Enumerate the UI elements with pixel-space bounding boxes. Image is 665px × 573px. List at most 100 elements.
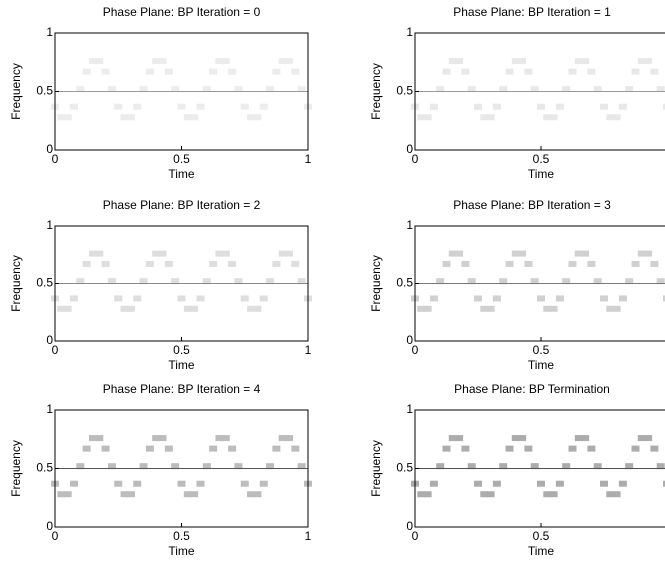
x-axis-label: Time [528,544,555,558]
panel: 0 0.5 1 0 0.5 Phase Plane: BP Iteration = 3 Ti… [369,198,665,372]
phase-tile [291,68,300,75]
phase-tile [215,435,224,442]
phase-tile [171,86,180,93]
phase-tile [183,491,192,498]
phase-tile [618,103,627,110]
phase-tile [568,68,577,75]
phase-tile [69,295,78,302]
phase-tile [196,103,205,110]
phase-tile [240,295,249,302]
phase-tile [499,463,508,470]
phase-tile [259,480,268,487]
phase-tile [209,260,218,267]
x-tick-label: 1 [305,152,312,166]
phase-tile [480,305,489,312]
phase-tile [568,260,577,267]
phase-tile [221,58,230,65]
phase-tile [234,463,243,470]
phase-tile [152,58,161,65]
phase-tile [543,305,552,312]
phase-tile [593,86,602,93]
plot-area [51,250,312,312]
x-tick-label: 0 [52,529,59,543]
y-tick-label: 0.5 [396,276,413,290]
phase-tile [612,114,621,121]
phase-tile [247,114,256,121]
phase-tile [549,491,558,498]
phase-tile [158,435,167,442]
phase-tile [486,305,495,312]
phase-tile [625,278,634,285]
panel: 0 0.5 1 0 0.5 Phase Plane: BP Iteration = 1 Ti… [369,5,665,181]
phase-tile [606,305,615,312]
phase-tile [486,491,495,498]
phase-tile [126,114,135,121]
x-axis-label: Time [528,358,555,372]
phase-tile [562,463,571,470]
phase-tile [442,68,451,75]
plot-area [411,435,665,498]
panel: 0 0.5 1 0 0.5 Phase Plane: BP Termination Time… [369,382,665,558]
phase-tile [57,491,66,498]
phase-tile [95,58,104,65]
phase-tile [524,260,533,267]
x-axis-label: Time [168,544,195,558]
phase-tile [297,463,306,470]
phase-tile [549,114,558,121]
phase-tile [120,305,129,312]
phase-tile [511,435,520,442]
phase-tile [266,86,275,93]
phase-tile [631,445,640,452]
phase-tile [637,58,646,65]
phase-tile [145,68,154,75]
x-tick-label: 1 [305,529,312,543]
x-tick-label: 0 [412,152,419,166]
phase-tile [63,491,72,498]
y-tick-label: 0.5 [396,84,413,98]
phase-tile [618,480,627,487]
phase-tile [297,86,306,93]
phase-tile [492,295,501,302]
phase-tile [530,463,539,470]
panel: 0 0.5 1 0 0.5 1 Phase Plane: BP Iteration = 2 T… [9,198,312,372]
phase-tile [95,435,104,442]
y-tick-label: 0.5 [36,461,53,475]
phase-tile [581,250,590,257]
phase-tile [145,260,154,267]
chart-title: Phase Plane: BP Iteration = 4 [103,382,261,396]
chart-title: Phase Plane: BP Iteration = 2 [103,198,261,212]
phase-tile [101,68,110,75]
phase-tile [587,445,596,452]
x-tick-label: 0.5 [533,529,550,543]
phase-tile [253,491,262,498]
phase-tile [467,278,476,285]
phase-tile [524,68,533,75]
phase-tile [120,114,129,121]
phase-tile [474,103,482,110]
x-axis-label: Time [168,358,195,372]
phase-tile [429,480,438,487]
phase-tile [442,445,451,452]
phase-tile [480,114,489,121]
phase-tile [76,86,85,93]
phase-tile [158,58,167,65]
phase-tile [164,445,173,452]
phase-tile [82,260,91,267]
phase-tile [247,305,256,312]
phase-tile [562,86,571,93]
phase-tile [120,491,129,498]
phase-tile [417,114,426,121]
phase-tile [656,86,665,93]
phase-tile [518,250,527,257]
phase-tile [139,463,148,470]
phase-tile [499,278,508,285]
y-axis-label: Frequency [369,255,383,312]
phase-tile [499,86,508,93]
y-tick-label: 1 [406,25,413,39]
phase-tile [455,58,464,65]
y-tick-label: 0 [406,142,413,156]
phase-tile [133,480,142,487]
phase-tile [221,435,230,442]
phase-tile [240,480,249,487]
y-tick-label: 0.5 [36,84,53,98]
